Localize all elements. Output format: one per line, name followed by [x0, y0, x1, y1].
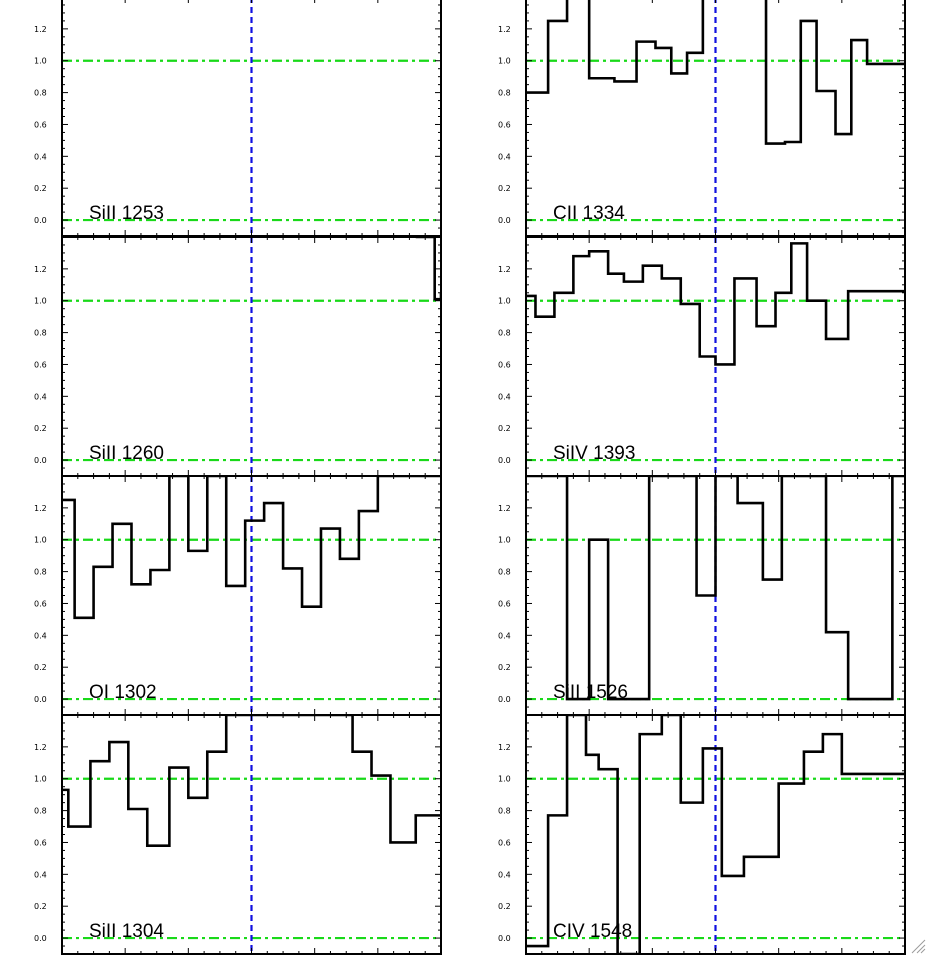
y-tick-label: 0.4	[498, 392, 511, 401]
y-tick-label: 1.0	[498, 57, 511, 66]
y-tick-label: 1.0	[498, 297, 511, 306]
y-tick-label: 0.2	[498, 663, 511, 672]
flux-spectrum	[526, 715, 905, 954]
resize-grip-icon[interactable]	[911, 939, 926, 954]
y-tick-label: 0.2	[34, 902, 47, 911]
y-tick-label: 0.8	[34, 89, 47, 98]
panel-label: SiIV 1393	[553, 443, 635, 464]
y-tick-label: 1.0	[34, 297, 47, 306]
y-tick-label: 1.2	[34, 504, 47, 513]
y-tick-label: 0.0	[34, 934, 47, 943]
y-tick-label: 0.6	[34, 120, 47, 129]
flux-spectrum	[526, 476, 905, 701]
y-tick-label: 0.2	[34, 663, 47, 672]
y-tick-label: 1.2	[498, 743, 511, 752]
y-tick-label: 0.4	[34, 392, 47, 401]
y-tick-label: 0.8	[498, 89, 511, 98]
y-tick-label: 1.0	[498, 536, 511, 545]
y-tick-label: 0.0	[34, 216, 47, 225]
flux-spectrum	[526, 0, 905, 145]
y-tick-label: 0.2	[498, 184, 511, 193]
y-tick-label: 0.8	[34, 568, 47, 577]
y-tick-label: 0.6	[34, 599, 47, 608]
panel-label: SiII 1526	[553, 682, 628, 703]
y-tick-label: 1.2	[34, 25, 47, 34]
panel-civ-1548: 0.0 0.2 0.4 0.6 0.8 1.0 1.2 CIV 1548	[498, 714, 906, 955]
y-tick-label: 0.8	[34, 807, 47, 816]
y-tick-label: 0.4	[498, 870, 511, 879]
y-tick-label: 1.2	[34, 743, 47, 752]
y-tick-label: 1.2	[498, 25, 511, 34]
y-tick-label: 0.4	[34, 870, 47, 879]
y-tick-label: 0.8	[34, 329, 47, 338]
y-tick-label: 0.8	[498, 329, 511, 338]
y-tick-label: 1.0	[34, 57, 47, 66]
y-tick-label: 0.4	[34, 152, 47, 161]
panel-label: CII 1334	[553, 203, 625, 224]
y-tick-label: 0.4	[498, 631, 511, 640]
y-tick-label: 0.8	[498, 568, 511, 577]
y-tick-label: 0.6	[34, 360, 47, 369]
y-tick-label: 0.0	[498, 456, 511, 465]
flux-spectrum	[526, 242, 905, 366]
y-tick-label: 0.0	[498, 934, 511, 943]
y-tick-label: 0.6	[498, 599, 511, 608]
panel-oi-1302: 0.0 0.2 0.4 0.6 0.8 1.0 1.2 OI 1302	[34, 475, 442, 716]
flux-spectrum	[415, 237, 441, 301]
panel-siii-1304: 0.0 0.2 0.4 0.6 0.8 1.0 1.2 SiII 1304	[34, 714, 442, 955]
y-tick-label: 0.2	[34, 184, 47, 193]
y-tick-label: 0.2	[34, 424, 47, 433]
panel-label: OI 1302	[89, 682, 157, 703]
y-tick-label: 1.2	[498, 504, 511, 513]
y-tick-label: 1.2	[498, 265, 511, 274]
y-tick-label: 0.2	[498, 424, 511, 433]
flux-spectrum	[62, 476, 441, 620]
panel-siii-1260: 0.0 0.2 0.4 0.6 0.8 1.0 1.2 SiII 1260	[34, 236, 442, 477]
y-tick-label: 0.4	[34, 631, 47, 640]
panel-label: SiII 1253	[89, 203, 164, 224]
panel-siii-1526: 0.0 0.2 0.4 0.6 0.8 1.0 1.2 SiII 1526	[498, 475, 906, 716]
y-tick-label: 0.0	[34, 695, 47, 704]
y-tick-label: 0.2	[498, 902, 511, 911]
panel-label: CIV 1548	[553, 921, 632, 942]
y-tick-label: 0.8	[498, 807, 511, 816]
y-tick-label: 0.6	[498, 838, 511, 847]
y-tick-label: 0.6	[498, 120, 511, 129]
panel-siii-1253: 0.0 0.2 0.4 0.6 0.8 1.0 1.2 SiII 1253	[34, 0, 442, 237]
y-tick-label: 1.0	[498, 775, 511, 784]
panel-label: SiII 1260	[89, 443, 164, 464]
y-tick-label: 1.2	[34, 265, 47, 274]
y-tick-label: 0.6	[498, 360, 511, 369]
y-tick-label: 0.0	[498, 695, 511, 704]
y-tick-label: 0.6	[34, 838, 47, 847]
y-tick-label: 1.0	[34, 775, 47, 784]
panel-cii-1334: 0.0 0.2 0.4 0.6 0.8 1.0 1.2 CII 1334	[498, 0, 906, 237]
flux-spectrum	[62, 715, 441, 847]
panel-siiv-1393: 0.0 0.2 0.4 0.6 0.8 1.0 1.2 SiIV 1393	[498, 236, 906, 477]
panel-label: SiII 1304	[89, 921, 164, 942]
y-tick-label: 0.0	[34, 456, 47, 465]
y-tick-label: 0.4	[498, 152, 511, 161]
y-tick-label: 0.0	[498, 216, 511, 225]
y-tick-label: 1.0	[34, 536, 47, 545]
